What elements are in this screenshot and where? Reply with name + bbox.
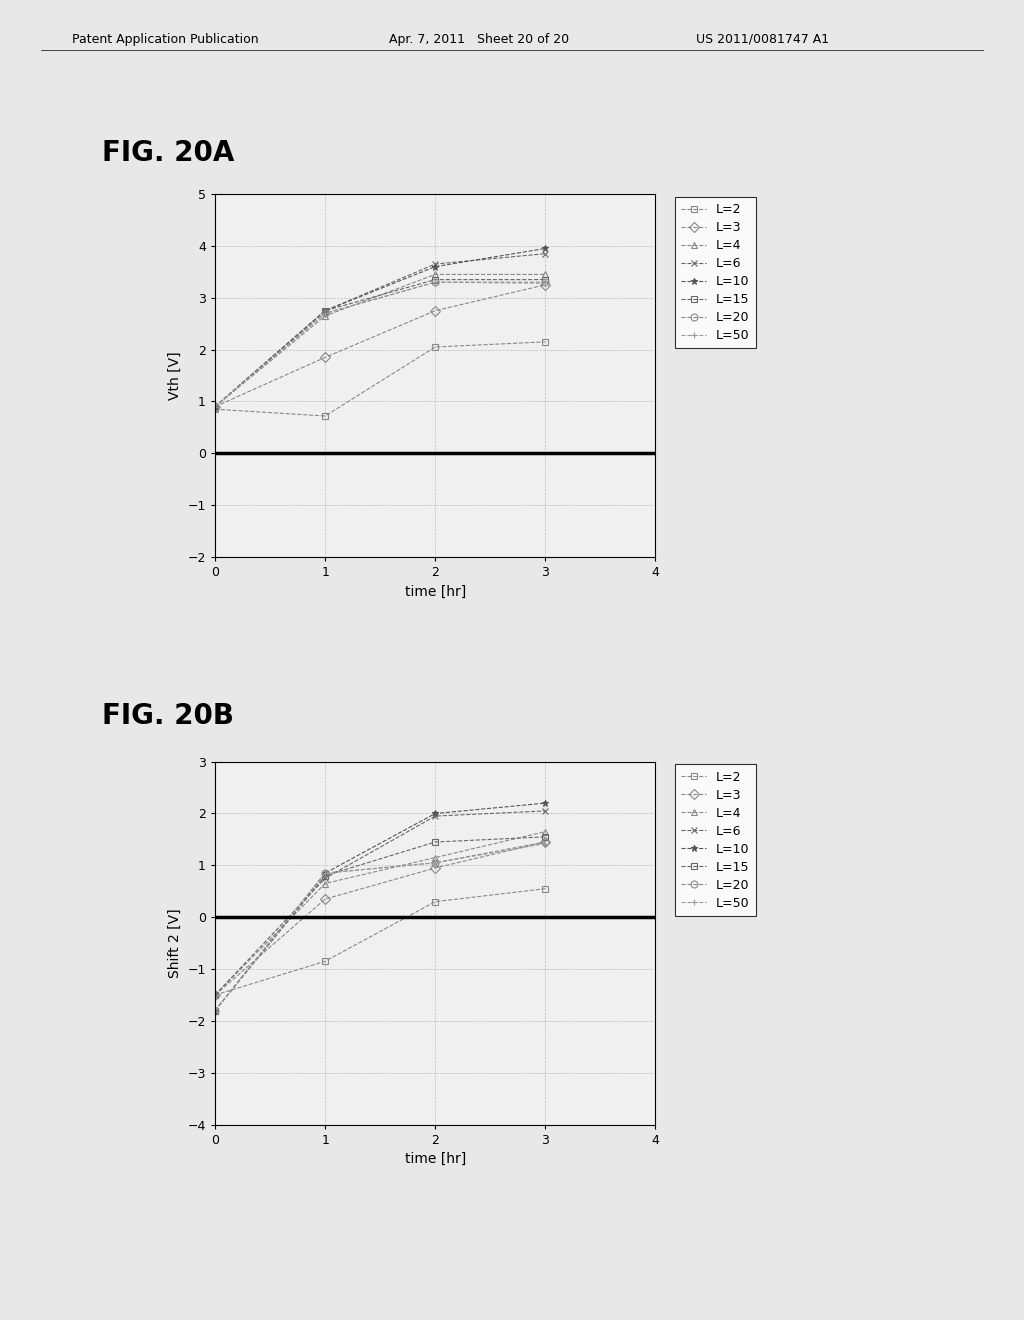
Text: Patent Application Publication: Patent Application Publication (72, 33, 258, 46)
Text: FIG. 20B: FIG. 20B (102, 702, 234, 730)
Text: FIG. 20A: FIG. 20A (102, 139, 234, 166)
X-axis label: time [hr]: time [hr] (404, 1152, 466, 1167)
Legend: L=2, L=3, L=4, L=6, L=10, L=15, L=20, L=50: L=2, L=3, L=4, L=6, L=10, L=15, L=20, L=… (675, 764, 756, 916)
Y-axis label: Shift 2 [V]: Shift 2 [V] (168, 908, 182, 978)
Text: Apr. 7, 2011   Sheet 20 of 20: Apr. 7, 2011 Sheet 20 of 20 (389, 33, 569, 46)
X-axis label: time [hr]: time [hr] (404, 585, 466, 599)
Text: US 2011/0081747 A1: US 2011/0081747 A1 (696, 33, 829, 46)
Y-axis label: Vth [V]: Vth [V] (168, 351, 182, 400)
Legend: L=2, L=3, L=4, L=6, L=10, L=15, L=20, L=50: L=2, L=3, L=4, L=6, L=10, L=15, L=20, L=… (675, 197, 756, 348)
